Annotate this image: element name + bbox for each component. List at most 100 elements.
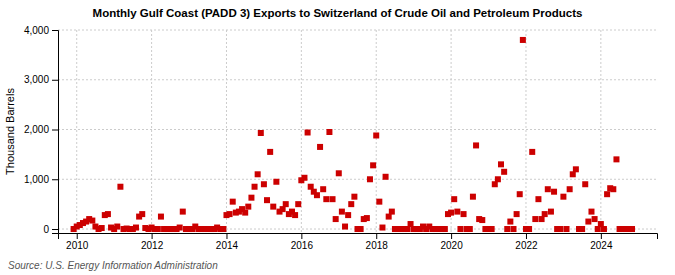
y-tick-label: 4,000: [24, 25, 49, 36]
point: [317, 144, 323, 150]
point: [117, 184, 123, 190]
point: [105, 211, 111, 217]
x-tick: 2018: [366, 233, 389, 251]
point: [389, 209, 395, 215]
chart: 2010 2012 2014 2016 2018 2020 2022 2024 0 1,000 2,…: [0, 0, 675, 275]
point: [442, 226, 448, 232]
point: [479, 217, 485, 223]
y-tick: 1,000: [24, 174, 58, 185]
point: [255, 171, 261, 177]
point: [473, 142, 479, 148]
point: [461, 211, 467, 217]
point: [379, 225, 385, 231]
point: [592, 216, 598, 222]
point: [320, 186, 326, 192]
x-tick-mark: [301, 233, 302, 239]
point: [295, 201, 301, 207]
point: [610, 186, 616, 192]
x-tick-label: 2024: [590, 240, 613, 251]
grid-line-x: [600, 30, 601, 233]
point: [601, 226, 607, 232]
point: [248, 195, 254, 201]
x-tick-label: 2012: [141, 240, 164, 251]
point: [532, 216, 538, 222]
point: [348, 201, 354, 207]
point: [305, 129, 311, 135]
x-tick: 2014: [216, 233, 239, 251]
point: [114, 224, 120, 230]
point: [345, 212, 351, 218]
grid-line-y: [58, 179, 657, 180]
x-axis-line: [59, 234, 658, 240]
x-tick-label: 2016: [291, 240, 314, 251]
point: [292, 212, 298, 218]
point: [370, 162, 376, 168]
point: [242, 210, 248, 216]
point: [314, 192, 320, 198]
x-tick-label: 2010: [66, 240, 89, 251]
point: [585, 219, 591, 225]
y-tick-label: 2,000: [24, 124, 49, 135]
point: [180, 209, 186, 215]
x-tick: 2024: [590, 233, 613, 251]
point: [448, 210, 454, 216]
grid-line-x: [525, 30, 526, 233]
point: [498, 161, 504, 167]
point: [520, 37, 526, 43]
x-tick-mark: [526, 233, 527, 239]
point: [326, 129, 332, 135]
point: [252, 184, 258, 190]
point: [457, 226, 463, 232]
point: [545, 186, 551, 192]
y-tick-mark: [52, 179, 58, 180]
point: [158, 214, 164, 220]
point: [451, 196, 457, 202]
point: [564, 226, 570, 232]
x-tick-label: 2022: [515, 240, 538, 251]
x-axis: 2010 2012 2014 2016 2018 2020 2022 2024: [59, 233, 658, 251]
y-tick-label: 0: [43, 224, 49, 235]
x-tick: 2022: [515, 233, 538, 251]
point: [339, 209, 345, 215]
point: [330, 196, 336, 202]
point: [358, 226, 364, 232]
point: [454, 209, 460, 215]
point: [517, 191, 523, 197]
x-tick: 2020: [440, 233, 463, 251]
point: [495, 176, 501, 182]
point: [526, 226, 532, 232]
x-tick: 2012: [141, 233, 164, 251]
point: [333, 216, 339, 222]
point: [264, 197, 270, 203]
x-tick: 2010: [66, 233, 89, 251]
point: [133, 225, 139, 231]
point: [342, 224, 348, 230]
y-tick: 3,000: [24, 74, 58, 85]
x-tick-mark: [376, 233, 377, 239]
point: [507, 219, 513, 225]
x-tick-mark: [451, 233, 452, 239]
point: [270, 204, 276, 210]
point: [629, 226, 635, 232]
grid-line-x: [151, 30, 152, 233]
point: [489, 226, 495, 232]
point: [227, 211, 233, 217]
point: [336, 170, 342, 176]
grid-line-y: [58, 129, 657, 130]
y-tick-mark: [52, 80, 58, 81]
source-note: Source: U.S. Energy Information Administ…: [8, 260, 218, 271]
point: [613, 156, 619, 162]
point: [535, 196, 541, 202]
point: [139, 211, 145, 217]
point: [551, 189, 557, 195]
point: [588, 209, 594, 215]
grid-line-x: [451, 30, 452, 233]
point: [514, 211, 520, 217]
grid-line-y: [58, 30, 657, 31]
y-tick: 4,000: [24, 25, 58, 36]
point: [220, 226, 226, 232]
point: [604, 191, 610, 197]
point: [582, 181, 588, 187]
x-tick-mark: [77, 233, 78, 239]
point: [504, 226, 510, 232]
